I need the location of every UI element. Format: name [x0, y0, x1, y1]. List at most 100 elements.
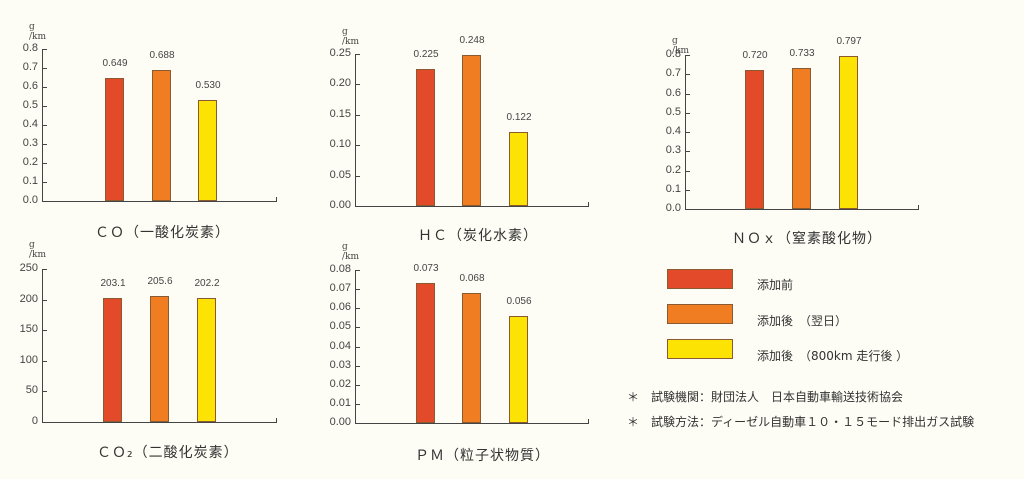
y-tick: [355, 365, 360, 367]
bar-value-label: 202.2: [194, 278, 220, 290]
bar-value-label: 0.056: [506, 295, 532, 307]
y-tick-label: 0: [31, 415, 38, 427]
y-tick-label: 0.00: [329, 199, 351, 211]
bar-value-label: 0.530: [195, 80, 221, 92]
y-tick-label: 0.25: [329, 47, 351, 59]
y-tick: [355, 346, 360, 348]
y-tick: [42, 163, 47, 164]
bar-before: [103, 297, 122, 422]
y-tick-label: 0.05: [329, 320, 351, 333]
bar-before: [105, 77, 124, 201]
bar-after-next-day: [462, 55, 481, 206]
y-tick-label: 0.7: [22, 61, 38, 73]
y-tick-label: 0.3: [665, 144, 681, 157]
y-tick-label: 0.4: [22, 118, 38, 130]
y-tick: [42, 360, 47, 362]
y-tick: [355, 84, 360, 86]
bar-value-label: 0.068: [459, 272, 485, 284]
y-tick-label: 0.03: [329, 358, 351, 371]
y-tick: [685, 74, 690, 76]
y-tick: [685, 112, 690, 114]
y-tick-label: 0.04: [329, 339, 351, 352]
y-tick-label: 0.00: [329, 416, 351, 428]
bar-value-label: 0.225: [413, 49, 439, 61]
chart-title: ＨＣ（炭化水素）: [418, 228, 538, 244]
y-tick: [355, 54, 360, 55]
y-tick-label: 0.8: [22, 42, 38, 54]
legend-swatch-next-day: [667, 304, 733, 324]
y-tick-label: 0.1: [665, 182, 681, 195]
y-tick: [355, 114, 360, 116]
y-tick: [685, 170, 690, 172]
y-tick: [685, 93, 690, 95]
bar-value-label: 0.688: [149, 50, 175, 62]
y-tick: [42, 106, 47, 107]
y-tick-label: 200: [19, 292, 38, 305]
y-tick-label: 0.5: [22, 99, 38, 111]
y-tick: [355, 145, 360, 147]
y-tick-label: 50: [25, 384, 38, 397]
bar-before: [745, 70, 764, 209]
legend-label-before: 添加前: [757, 278, 794, 292]
bar-value-label: 0.733: [789, 47, 815, 59]
y-tick: [355, 423, 360, 424]
bar-value-label: 0.248: [459, 35, 485, 47]
y-tick: [42, 87, 47, 88]
y-tick: [355, 270, 360, 271]
bar-value-label: 0.122: [506, 111, 532, 123]
y-tick: [42, 391, 47, 393]
legend-label-800km: 添加後 （800km 走行後 ）: [757, 349, 909, 363]
y-tick-label: 0.5: [665, 105, 681, 118]
bar-after-800km: [509, 131, 528, 206]
y-tick-label: 0.2: [665, 163, 681, 176]
bar-before: [416, 69, 435, 206]
y-tick-label: 0.6: [665, 86, 681, 99]
y-tick: [685, 132, 690, 133]
y-tick: [685, 189, 690, 191]
legend-label-next-day: 添加後 （翌日）: [757, 314, 848, 328]
note-test-institution: ＊ 試験機関：財団法人 日本自動車輸送技術協会: [627, 390, 904, 404]
y-tick-label: 0.15: [329, 107, 351, 120]
legend-swatch-800km: [667, 339, 733, 359]
y-tick-label: 0.08: [329, 263, 351, 275]
y-tick-label: 100: [19, 353, 38, 366]
y-tick-label: 0.05: [329, 168, 351, 181]
bar-after-next-day: [150, 296, 169, 422]
y-tick: [685, 55, 690, 56]
bar-value-label: 203.1: [100, 277, 126, 289]
y-tick-label: 0.3: [22, 137, 38, 149]
y-tick: [42, 125, 47, 126]
y-tick-label: 0.10: [329, 138, 351, 151]
bar-after-800km: [839, 55, 858, 209]
bar-after-next-day: [792, 67, 811, 209]
bar-before: [416, 283, 435, 423]
note-test-method: ＊ 試験方法：ディーゼル自動車１０・１５モード排出ガス試験: [627, 415, 975, 429]
y-tick-label: 0.6: [22, 80, 38, 92]
bar-value-label: 0.797: [836, 35, 862, 47]
y-tick: [42, 68, 47, 69]
legend-swatch-before: [667, 269, 733, 289]
y-tick-label: 0.20: [329, 77, 351, 90]
y-axis: [42, 269, 43, 422]
y-tick: [685, 151, 690, 153]
bar-after-800km: [198, 100, 217, 201]
y-tick: [42, 182, 47, 183]
y-tick-label: 0.01: [329, 396, 351, 409]
y-tick: [42, 299, 47, 301]
chart-title: ＣＯ₂（二酸化炭素）: [97, 445, 239, 461]
y-tick-label: 0.07: [329, 282, 351, 295]
y-unit-label: g /km: [342, 242, 360, 262]
y-tick: [685, 209, 690, 210]
y-tick: [42, 330, 47, 332]
y-tick: [355, 327, 360, 329]
x-axis: [42, 197, 277, 202]
y-unit-label: g /km: [342, 27, 360, 47]
y-tick: [42, 201, 47, 202]
y-unit-label: g /km: [29, 240, 47, 260]
y-tick: [355, 403, 360, 405]
bar-value-label: 0.720: [742, 50, 768, 62]
y-tick: [42, 144, 47, 145]
chart-title: ＮＯｘ（窒素酸化物）: [732, 231, 882, 247]
y-tick-label: 0.8: [665, 48, 681, 60]
y-tick-label: 0.0: [22, 194, 38, 206]
